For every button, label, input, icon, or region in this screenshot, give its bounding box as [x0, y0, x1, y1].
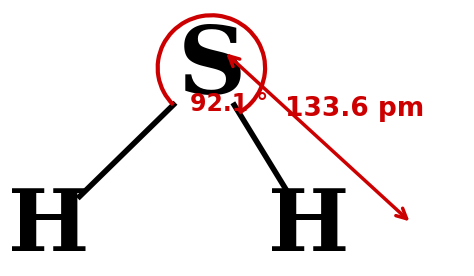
- Text: S: S: [177, 23, 246, 113]
- Text: H: H: [268, 185, 350, 269]
- Text: H: H: [8, 185, 89, 269]
- Text: 92.1 °: 92.1 °: [190, 92, 268, 116]
- Text: 133.6 pm: 133.6 pm: [285, 96, 425, 122]
